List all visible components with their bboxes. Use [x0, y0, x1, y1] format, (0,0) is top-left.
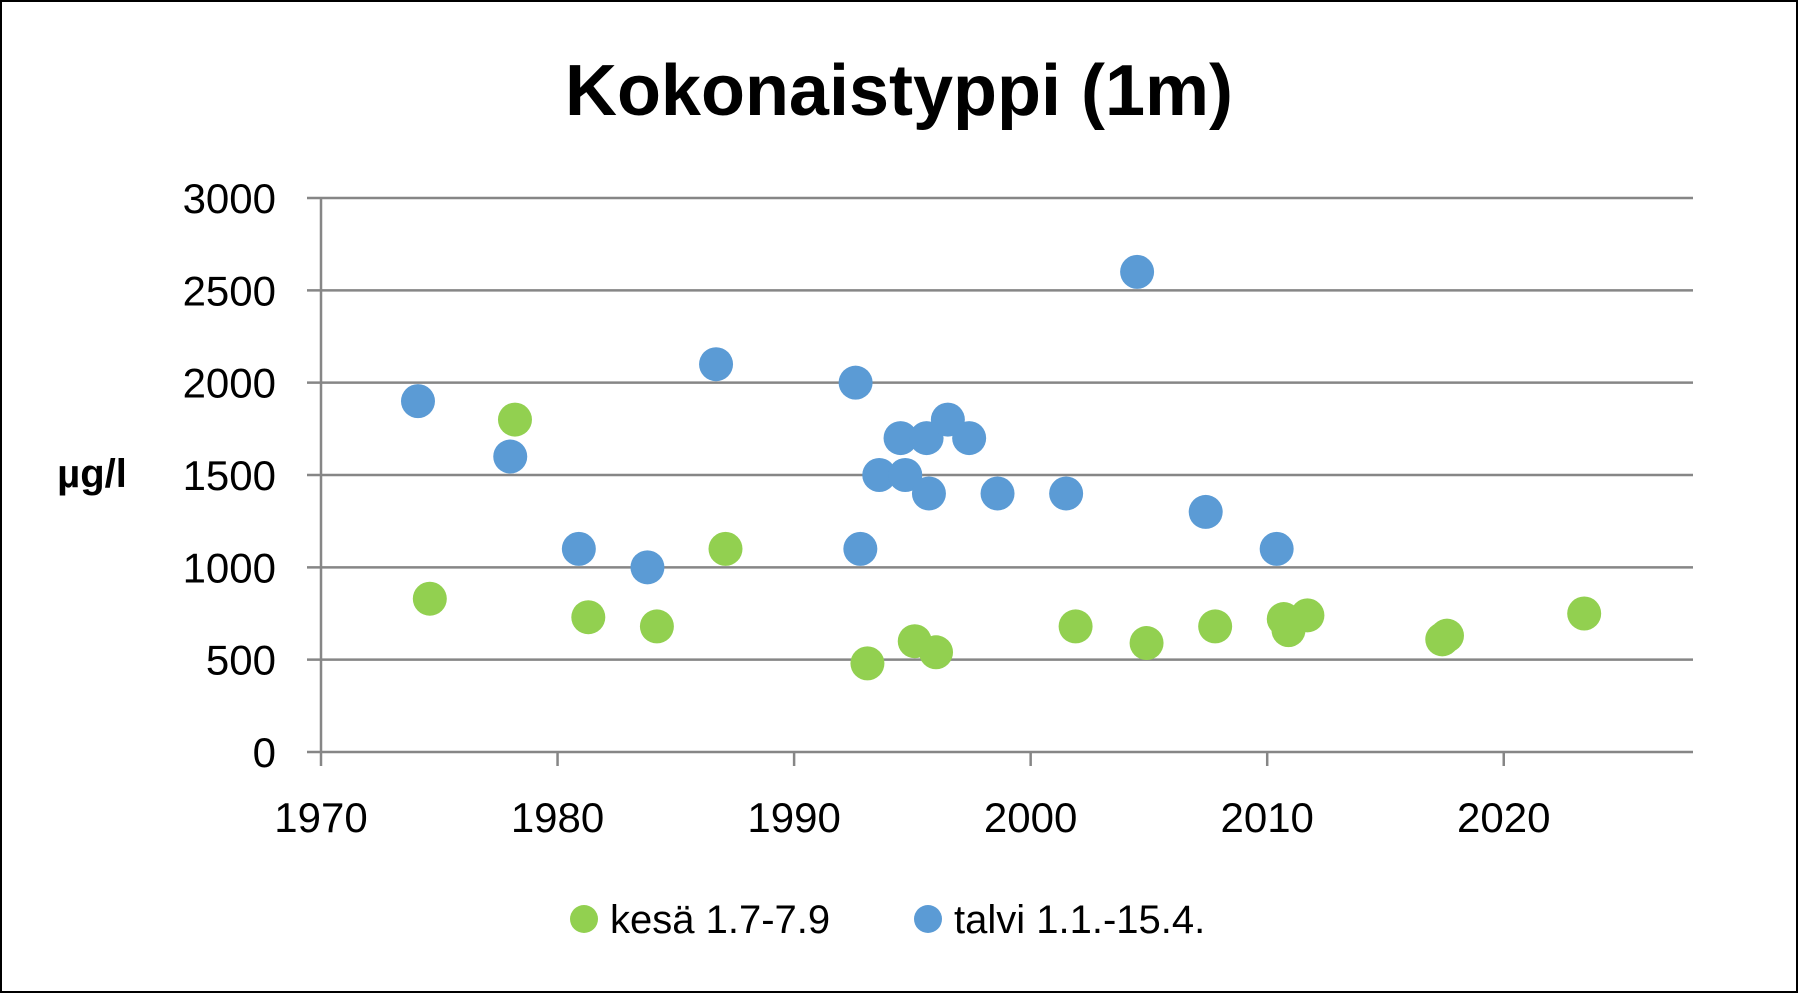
point-talvi — [888, 458, 923, 492]
point-talvi — [1120, 254, 1155, 289]
axes — [319, 198, 1506, 766]
point-talvi — [561, 531, 596, 566]
point-kesa — [1429, 618, 1464, 653]
gridlines — [307, 196, 1693, 754]
legend-marker — [570, 905, 598, 933]
point-kesa — [497, 402, 532, 437]
y-tick-label: 2500 — [183, 267, 276, 314]
legend-item: kesä 1.7-7.9 — [570, 898, 830, 942]
y-tick-label: 500 — [206, 637, 276, 684]
point-kesa — [919, 635, 954, 670]
legend-label: talvi 1.1.-15.4. — [954, 898, 1205, 942]
point-kesa — [850, 646, 885, 681]
point-talvi — [630, 550, 665, 585]
legend-label: kesä 1.7-7.9 — [610, 898, 830, 942]
point-kesa — [639, 609, 674, 644]
x-tick-label: 2000 — [984, 794, 1077, 841]
point-talvi — [952, 421, 987, 456]
y-tick-label: 3000 — [183, 175, 276, 222]
point-kesa — [1567, 596, 1602, 631]
point-talvi — [493, 439, 528, 474]
point-kesa — [571, 600, 606, 635]
point-talvi — [911, 476, 946, 511]
point-kesa — [1129, 626, 1164, 661]
y-tick-label: 2000 — [183, 360, 276, 407]
chart-title: Kokonaistyppi (1m) — [565, 51, 1233, 131]
y-axis-label: µg/l — [57, 452, 127, 496]
x-tick-labels: 1970 1980 1990 2000 2010 2020 — [274, 794, 1550, 841]
point-talvi — [1259, 531, 1294, 566]
x-tick-label: 1990 — [747, 794, 840, 841]
point-kesa — [1198, 609, 1233, 644]
point-talvi — [400, 384, 435, 419]
point-talvi — [838, 365, 873, 400]
point-talvi — [883, 421, 918, 456]
point-talvi — [699, 347, 734, 382]
point-talvi — [862, 458, 897, 492]
y-tick-label: 0 — [253, 729, 276, 776]
point-kesa — [412, 581, 447, 616]
legend-marker — [914, 905, 942, 933]
x-tick-label: 1980 — [511, 794, 604, 841]
point-talvi — [1188, 494, 1223, 529]
point-kesa — [1290, 598, 1325, 633]
point-kesa — [1058, 609, 1093, 644]
x-tick-label: 1970 — [274, 794, 367, 841]
y-tick-label: 1000 — [183, 544, 276, 591]
point-kesa — [708, 531, 743, 566]
point-talvi — [843, 531, 878, 566]
point-talvi — [1049, 476, 1084, 511]
y-tick-labels: 0 500 1000 1500 2000 2500 3000 — [183, 175, 276, 776]
x-tick-label: 2020 — [1457, 794, 1550, 841]
point-talvi — [980, 476, 1015, 511]
legend-item: talvi 1.1.-15.4. — [914, 898, 1205, 942]
x-tick-label: 2010 — [1220, 794, 1313, 841]
data-points — [400, 254, 1602, 681]
legend: kesä 1.7-7.9 talvi 1.1.-15.4. — [570, 898, 1205, 942]
y-tick-label: 1500 — [183, 452, 276, 499]
